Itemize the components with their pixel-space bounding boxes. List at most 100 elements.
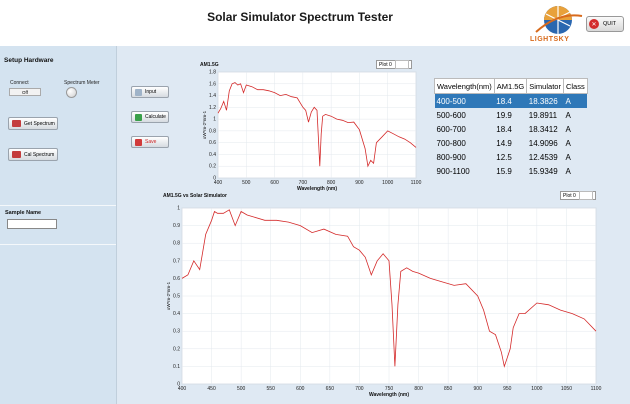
x-tick-label: 900 <box>474 386 483 392</box>
x-tick-label: 600 <box>270 180 279 186</box>
logo-text: LIGHTSKY <box>530 36 570 43</box>
x-tick-label: 1100 <box>591 386 602 392</box>
arrow-right-icon <box>135 113 142 121</box>
bottom-chart-title: AM1.5G vs Solar Simulator <box>163 193 227 199</box>
table-cell: 15.9349 <box>528 166 558 176</box>
save-icon <box>135 138 142 146</box>
table-header: Wavelength(nm) <box>434 78 495 94</box>
table-row[interactable]: 600-700 18.4 18.3412 A <box>435 122 588 136</box>
table-cell: 800-900 <box>436 152 466 162</box>
y-tick-label: 1.8 <box>209 70 216 76</box>
plot-area <box>217 71 417 179</box>
quit-button[interactable]: ✕ QUIT <box>586 16 624 32</box>
x-tick-label: 850 <box>444 386 453 392</box>
x-tick-label: 1000 <box>382 180 393 186</box>
series-line <box>217 82 417 168</box>
y-tick-label: 0.4 <box>173 311 180 317</box>
table-row[interactable]: 500-600 19.9 19.8911 A <box>435 108 588 122</box>
y-tick-label: 0.2 <box>209 164 216 170</box>
y-tick-label: 1.2 <box>209 105 216 111</box>
x-tick-label: 700 <box>355 386 364 392</box>
table-row[interactable]: 900-1100 15.9 15.9349 A <box>435 164 588 178</box>
y-tick-label: 0.5 <box>173 294 180 300</box>
y-tick-label: 0.2 <box>173 346 180 352</box>
bottom-plot-legend-label: Plot 0 <box>563 192 576 199</box>
y-tick-label: 0.3 <box>173 329 180 335</box>
y-axis-label: uW*m-2*nm-1 <box>166 281 171 310</box>
series-line <box>181 209 597 368</box>
table-cell: A <box>563 93 588 108</box>
x-tick-label: 950 <box>503 386 512 392</box>
bottom-chart-plot-legend[interactable]: Plot 0 <box>560 191 596 200</box>
y-tick-label: 0.8 <box>209 128 216 134</box>
quit-label: QUIT <box>603 21 617 27</box>
y-axis-label: uW*m-2*nm-1 <box>202 110 207 139</box>
x-axis-label: Wavelength (nm) <box>297 186 337 192</box>
table-cell: 700-800 <box>436 138 466 148</box>
y-tick-label: 1.6 <box>209 81 216 87</box>
table-cell: 18.4 <box>494 93 527 108</box>
calculate-label: Calculate <box>145 114 166 120</box>
y-tick-label: 0.7 <box>173 258 180 264</box>
table-cell: 14.9 <box>496 138 512 148</box>
sample-name-input[interactable] <box>7 219 57 229</box>
connect-label: Connect <box>10 80 29 86</box>
connect-toggle[interactable]: Off <box>9 88 41 96</box>
table-cell: 400-500 <box>434 93 495 108</box>
save-button[interactable]: Save <box>131 136 169 148</box>
x-tick-label: 700 <box>299 180 308 186</box>
table-cell: A <box>565 152 571 162</box>
table-cell: A <box>565 138 571 148</box>
calculate-button[interactable]: Calculate <box>131 111 169 123</box>
table-cell: 19.9 <box>496 110 512 120</box>
app-title: Solar Simulator Spectrum Tester <box>207 10 393 24</box>
plot-line-icon <box>578 191 593 200</box>
save-label: Save <box>145 139 157 145</box>
table-cell: A <box>565 110 571 120</box>
top-plot-legend-label: Plot 0 <box>379 61 392 68</box>
y-tick-label: 0.4 <box>209 152 216 158</box>
lightsky-logo <box>535 6 583 34</box>
close-icon: ✕ <box>589 19 599 29</box>
x-tick-label: 400 <box>178 386 187 392</box>
y-tick-label: 1 <box>213 117 216 123</box>
input-label: Input <box>145 89 157 95</box>
sidebar-divider <box>0 205 116 206</box>
top-chart-plot-legend[interactable]: Plot 0 <box>376 60 412 69</box>
cal-spectrum-button[interactable]: Cal Spectrum <box>8 148 58 161</box>
x-tick-label: 500 <box>242 180 251 186</box>
table-cell: 18.3826 <box>526 93 564 108</box>
car-icon <box>12 120 21 127</box>
spectrum-meter-indicator <box>66 87 77 98</box>
x-tick-label: 1000 <box>531 386 542 392</box>
table-row[interactable]: 700-800 14.9 14.9096 A <box>435 136 588 150</box>
table-row[interactable]: 400-500 18.4 18.3826 A <box>434 93 588 108</box>
input-icon <box>135 88 142 96</box>
y-tick-label: 1.4 <box>209 93 216 99</box>
x-tick-label: 500 <box>237 386 246 392</box>
x-tick-label: 1050 <box>561 386 572 392</box>
table-cell: A <box>565 124 571 134</box>
x-axis-label: Wavelength (nm) <box>369 392 409 398</box>
y-tick-label: 0 <box>213 176 216 182</box>
input-button[interactable]: Input <box>131 86 169 98</box>
x-tick-label: 900 <box>355 180 364 186</box>
x-tick-label: 550 <box>267 386 276 392</box>
table-cell: 15.9 <box>496 166 512 176</box>
top-chart: 400 500 600 700 800 900 1000 1100 0 0.2 0.4 0.6 0.8 1… <box>202 70 422 193</box>
table-row[interactable]: 800-900 12.5 12.4539 A <box>435 150 588 164</box>
x-tick-label: 400 <box>214 180 223 186</box>
x-tick-label: 800 <box>327 180 336 186</box>
table-header: Simulator <box>526 78 564 94</box>
table-header: Class <box>562 78 588 94</box>
x-tick-label: 1100 <box>411 180 422 186</box>
x-tick-label: 800 <box>414 386 423 392</box>
get-spectrum-button[interactable]: Get Spectrum <box>8 117 58 130</box>
table-cell: 500-600 <box>436 110 466 120</box>
x-tick-label: 650 <box>326 386 335 392</box>
sample-name-label: Sample Name <box>5 210 42 216</box>
y-tick-label: 0.6 <box>173 276 180 282</box>
table-cell: 900-1100 <box>436 166 470 176</box>
results-table: Wavelength(nm) AM1.5G Simulator Class 40… <box>434 78 588 178</box>
y-tick-label: 0.1 <box>173 364 180 370</box>
